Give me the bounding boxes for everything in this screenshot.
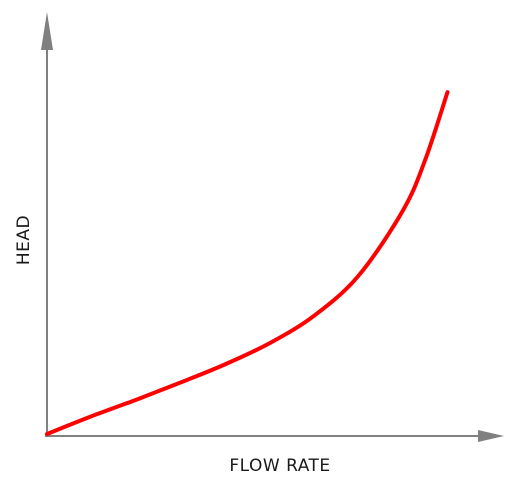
series-line-0 xyxy=(45,90,450,436)
x-axis xyxy=(45,430,504,442)
y-axis-label: HEAD xyxy=(14,215,34,265)
y-axis-arrow-icon xyxy=(41,12,53,50)
y-axis xyxy=(41,12,53,436)
x-axis-label: FLOW RATE xyxy=(229,456,330,476)
x-axis-arrow-icon xyxy=(478,430,504,442)
series-layer xyxy=(45,90,450,436)
